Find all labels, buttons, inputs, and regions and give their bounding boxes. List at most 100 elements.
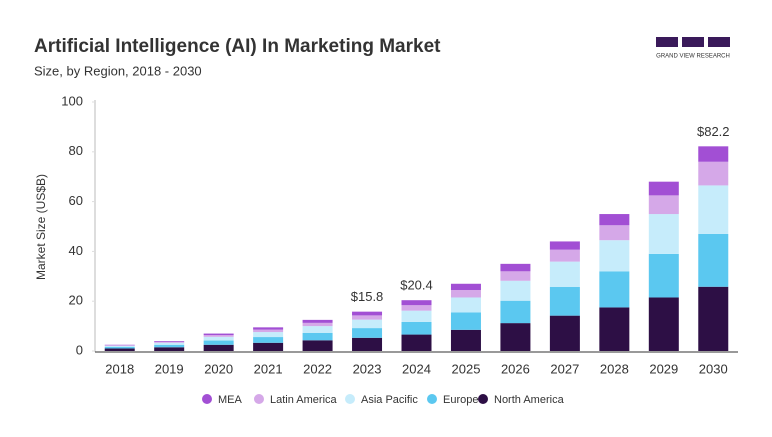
bar-segment [154,341,184,342]
legend-label: Asia Pacific [361,394,418,406]
bar-segment [154,345,184,347]
bar-segment [599,240,629,271]
x-tick-label: 2020 [204,361,233,376]
bar-segment [204,345,234,351]
bar-segment [698,185,728,234]
total-label: $15.8 [351,289,384,304]
bar-segment [303,333,333,340]
bar-segment [500,323,530,351]
bar-segment [451,290,481,297]
bar-segment [599,214,629,225]
bar-segment [253,332,283,337]
bar-segment [253,343,283,351]
bar-segment [253,327,283,329]
bar-segment [204,337,234,341]
bar-segment [352,320,382,328]
x-tick-label: 2030 [699,361,728,376]
y-tick-label: 20 [69,293,83,308]
legend-swatch [254,394,264,404]
legend-label: North America [494,394,565,406]
bar-segment [550,250,580,262]
bar-segment [303,323,333,326]
bar-segment [352,312,382,316]
bar-segment [649,254,679,298]
y-tick-label: 80 [69,143,83,158]
bar-segment [105,349,135,351]
bar-segment [402,311,432,322]
bar-segment [649,214,679,254]
x-tick-label: 2023 [353,361,382,376]
bar-segment [154,343,184,345]
bar-segment [649,297,679,351]
bar-segment [204,341,234,345]
x-tick-label: 2019 [155,361,184,376]
bar-segment [599,271,629,307]
bar-segment [649,182,679,196]
y-tick-label: 100 [61,93,83,108]
bar-segment [154,347,184,351]
bar-segment [303,320,333,323]
bar-segment [500,301,530,323]
bar-segment [698,234,728,287]
bar-segment [451,297,481,312]
bar-segment [500,281,530,301]
total-label: $82.2 [697,124,730,139]
bar-segment [303,340,333,351]
logo-text: GRAND VIEW RESEARCH [656,54,730,60]
y-tick-label: 60 [69,193,83,208]
bar-segment [451,284,481,290]
bar-segment [500,271,530,280]
bar-segment [402,322,432,335]
bar-segment [451,330,481,351]
bar-segment [698,162,728,186]
legend-label: MEA [218,394,243,406]
y-tick-label: 40 [69,243,83,258]
bar-segment [550,262,580,287]
legend-swatch [345,394,355,404]
legend-label: Latin America [270,394,338,406]
x-tick-label: 2026 [501,361,530,376]
bar-segment [352,338,382,351]
bar-segment [599,225,629,240]
x-tick-label: 2028 [600,361,629,376]
bar-segment [698,287,728,351]
x-tick-label: 2022 [303,361,332,376]
bar-segment [303,326,333,333]
total-label: $20.4 [400,278,433,293]
bar-segment [599,307,629,351]
bar-segment [649,195,679,214]
bar-segment [253,337,283,343]
x-tick-label: 2024 [402,361,431,376]
bar-segment [352,328,382,338]
legend-swatch [427,394,437,404]
bar-segment [451,312,481,329]
bar-segment [550,287,580,316]
legend-swatch [478,394,488,404]
bar-segment [105,346,135,347]
x-tick-label: 2021 [254,361,283,376]
x-tick-label: 2025 [452,361,481,376]
bar-segment [253,330,283,332]
bar-segment [550,316,580,351]
x-tick-label: 2018 [105,361,134,376]
y-axis-title: Market Size (US$B) [34,174,48,280]
bar-segment [698,146,728,161]
legend-label: Europe [443,394,478,406]
legend-swatch [202,394,212,404]
bar-segment [204,334,234,335]
bar-segment [154,342,184,343]
bar-segment [500,264,530,271]
x-tick-label: 2027 [550,361,579,376]
bar-segment [352,315,382,319]
bar-segment [402,305,432,310]
bar-segment [402,300,432,305]
chart-title: Artificial Intelligence (AI) In Marketin… [34,36,441,57]
bar-segment [402,335,432,351]
bar-segment [204,335,234,337]
y-tick-label: 0 [76,342,83,357]
bar-segment [550,241,580,249]
logo: GRAND VIEW RESEARCH [656,37,730,60]
chart-subtitle: Size, by Region, 2018 - 2030 [34,63,202,78]
x-tick-label: 2029 [649,361,678,376]
